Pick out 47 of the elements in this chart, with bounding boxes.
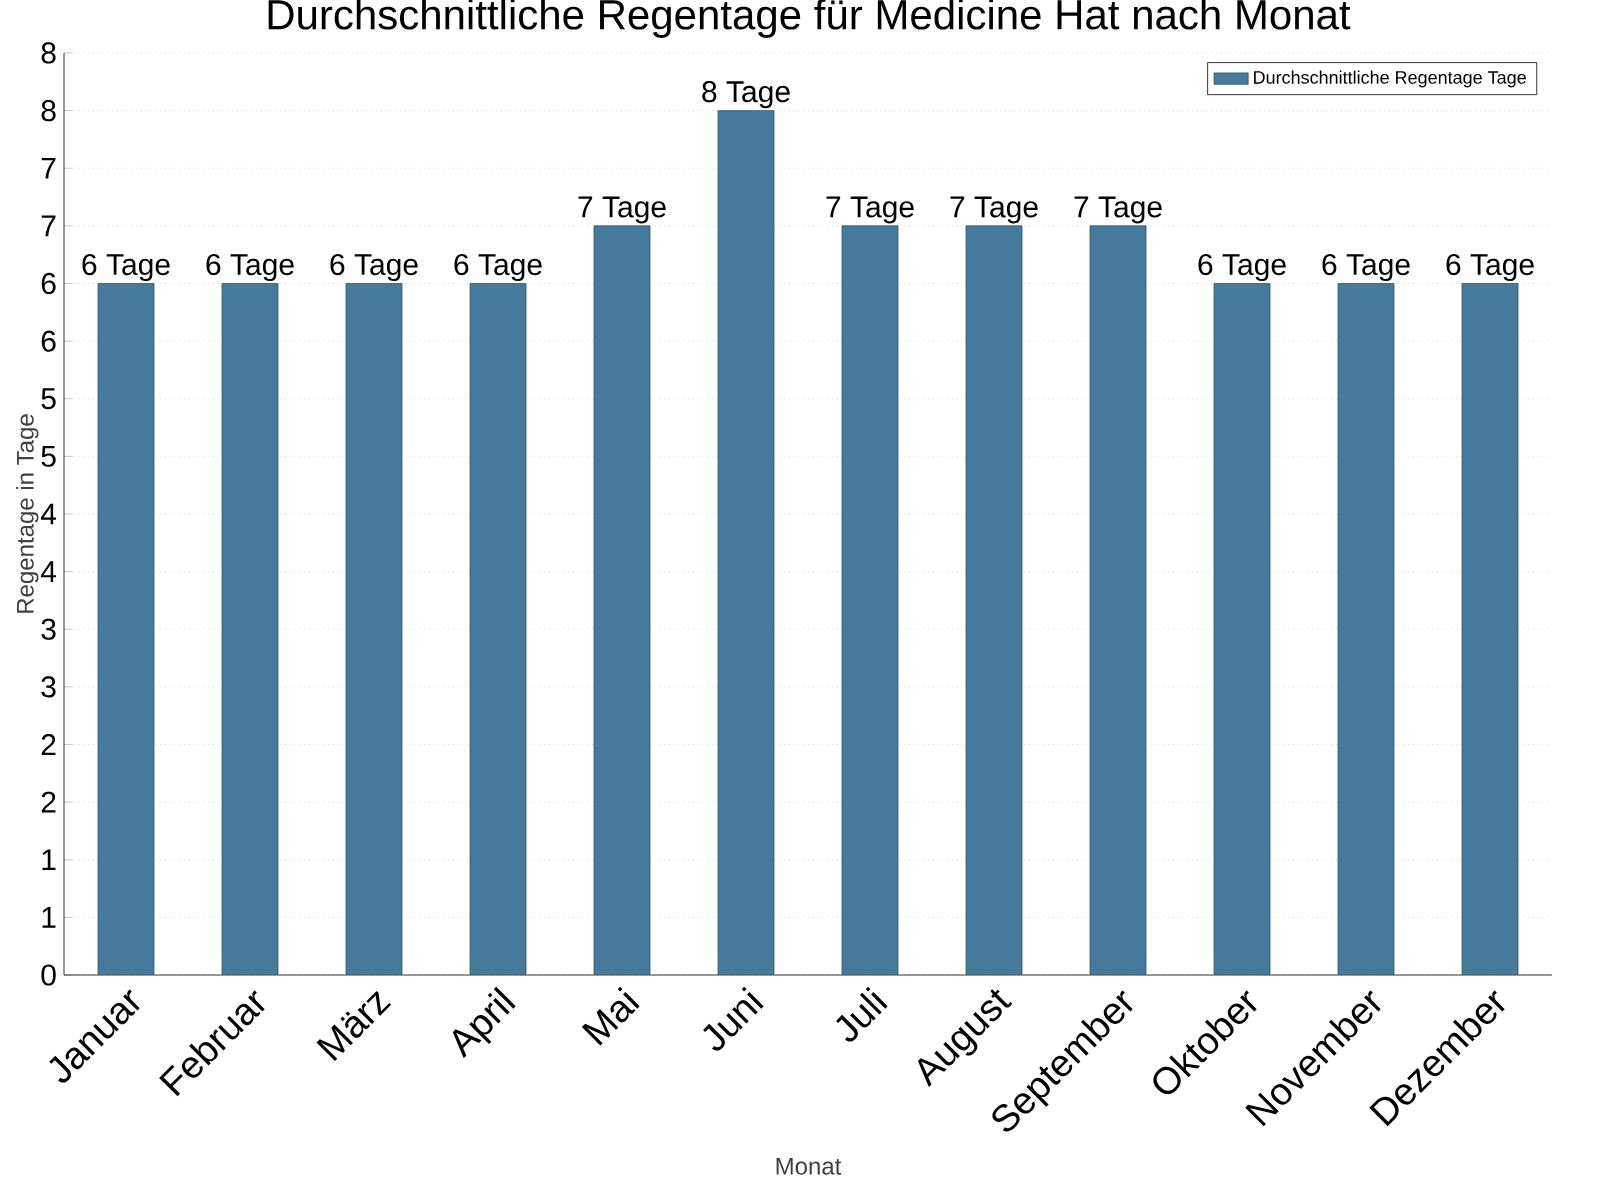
data-label: 6 Tage	[1198, 253, 1286, 282]
bar	[965, 225, 1023, 976]
data-label: 7 Tage	[950, 196, 1038, 224]
y-tick-label: 5	[41, 445, 56, 467]
bar	[97, 283, 155, 976]
y-tick-label: 6	[41, 330, 56, 352]
y-tick-label: 2	[41, 734, 56, 755]
y-tick-label: 8	[41, 42, 56, 64]
y-tick-label: 4	[40, 503, 57, 525]
y-tick-label: 6	[41, 272, 56, 295]
bar	[221, 283, 279, 976]
data-label: 6 Tage	[1322, 253, 1410, 282]
bar	[1213, 283, 1271, 976]
bar	[1089, 225, 1147, 976]
y-tick-label: 1	[42, 907, 56, 928]
data-label: 6 Tage	[1446, 253, 1534, 282]
bar	[841, 225, 899, 976]
y-tick-label: 0	[41, 964, 56, 986]
y-tick-label: 8	[41, 100, 56, 122]
bar	[1337, 283, 1395, 976]
y-tick-label: 1	[42, 849, 56, 871]
data-label: 7 Tage	[826, 196, 914, 224]
data-label: 7 Tage	[578, 196, 666, 224]
y-tick-label: 3	[41, 676, 56, 698]
y-tick-label: 7	[41, 215, 56, 237]
bar	[345, 283, 403, 976]
y-axis-title: Regentage in Tage	[16, 414, 39, 613]
data-label: 6 Tage	[454, 253, 542, 282]
x-axis-title: Monat	[776, 1157, 842, 1175]
y-tick-label: 7	[41, 157, 56, 179]
data-label: 8 Tage	[702, 81, 790, 109]
bar	[593, 225, 651, 976]
data-label: 6 Tage	[82, 253, 170, 282]
bar	[717, 110, 775, 976]
bar	[469, 283, 527, 976]
y-tick-label: 2	[41, 791, 56, 813]
data-label: 6 Tage	[330, 253, 418, 282]
y-tick-label: 4	[40, 561, 57, 582]
y-tick-label: 3	[41, 618, 56, 640]
x-tick-label: Juli	[836, 986, 888, 1042]
data-label: 7 Tage	[1074, 196, 1162, 224]
x-tick-label: Mai	[581, 986, 640, 1046]
x-tick-label: Juni	[703, 986, 764, 1051]
legend-label: Durchschnittliche Regentage Tage	[1254, 70, 1526, 88]
bar	[1461, 283, 1519, 976]
data-label: 6 Tage	[206, 253, 294, 282]
y-tick-label: 5	[41, 388, 56, 410]
